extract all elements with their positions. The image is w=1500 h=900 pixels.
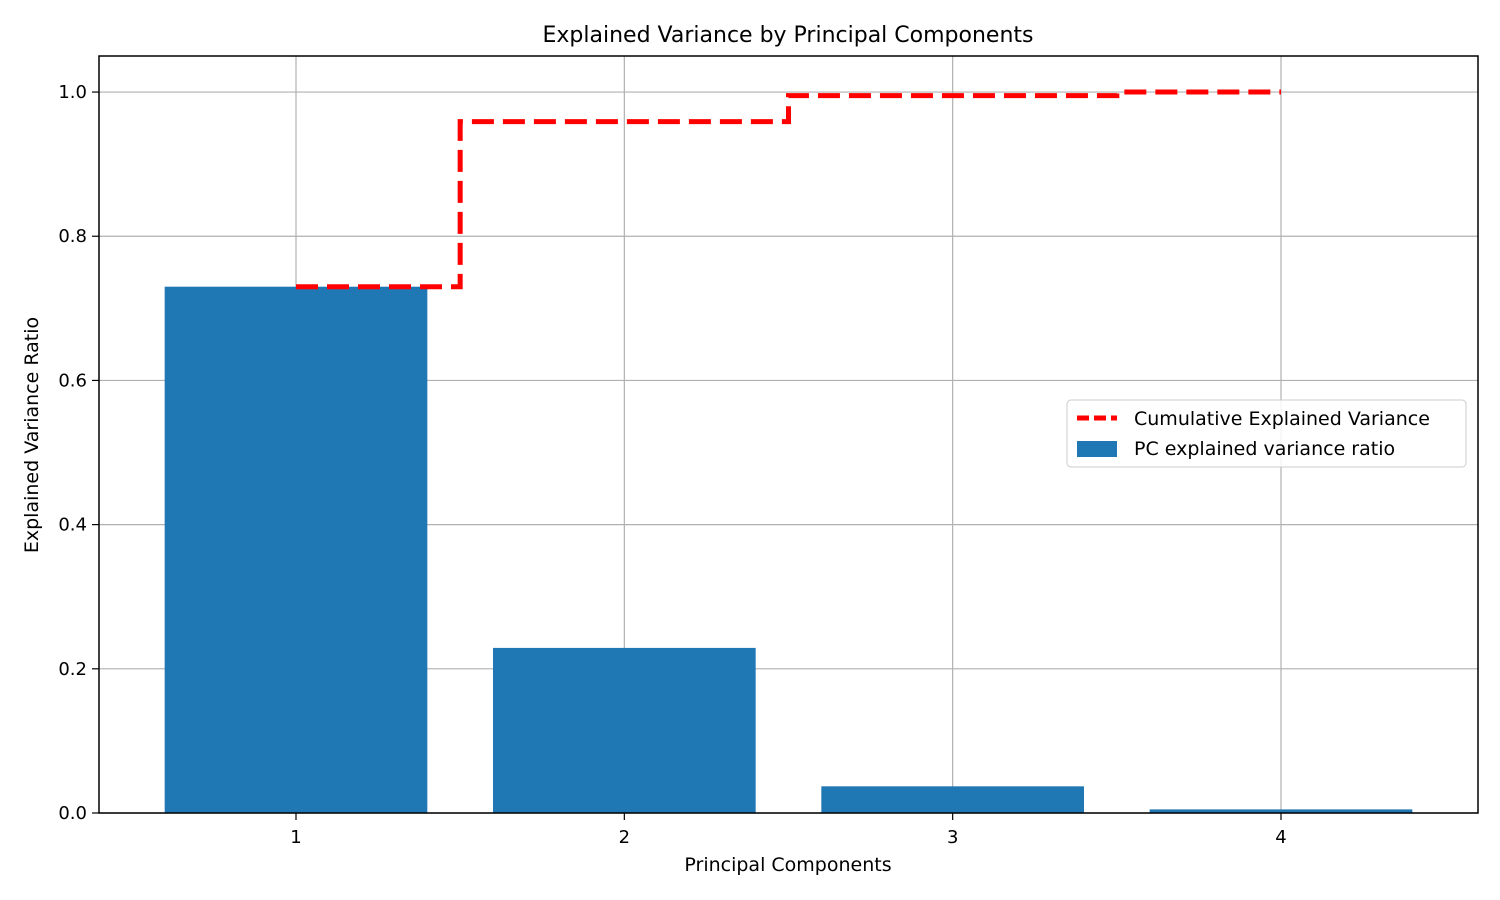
cumulative-line-layer <box>296 89 1281 290</box>
bar-pc-3 <box>821 786 1084 813</box>
x-tick-label: 3 <box>947 827 958 848</box>
bars <box>164 286 1413 813</box>
y-tick-label: 0.8 <box>58 226 87 247</box>
x-axis-label: Principal Components <box>684 854 891 876</box>
bar-pc-1 <box>164 286 428 813</box>
legend: Cumulative Explained Variance PC explain… <box>1066 399 1467 468</box>
y-tick-label: 0.0 <box>58 803 87 824</box>
chart-title: Explained Variance by Principal Componen… <box>543 23 1034 48</box>
axis-ticks: 1 2 3 4 0.0 0.2 0.4 0.6 0.8 1.0 <box>58 82 1286 848</box>
bar-pc-4 <box>1149 809 1413 813</box>
y-tick-label: 0.2 <box>58 659 87 680</box>
y-tick-label: 1.0 <box>58 82 87 103</box>
bar-pc-2 <box>493 647 756 813</box>
x-tick-label: 1 <box>290 827 301 848</box>
plot-frame <box>98 55 1479 814</box>
x-tick-label: 2 <box>619 827 630 848</box>
x-tick-label: 4 <box>1275 827 1286 848</box>
y-tick-label: 0.6 <box>58 370 87 391</box>
legend-box <box>1066 399 1467 468</box>
cumulative-variance-line <box>296 89 1281 290</box>
y-axis-label: Explained Variance Ratio <box>21 317 43 553</box>
legend-label-cumulative: Cumulative Explained Variance <box>1134 408 1430 430</box>
legend-bar-swatch <box>1077 441 1117 457</box>
legend-label-bars: PC explained variance ratio <box>1134 438 1395 460</box>
y-tick-label: 0.4 <box>58 515 87 536</box>
